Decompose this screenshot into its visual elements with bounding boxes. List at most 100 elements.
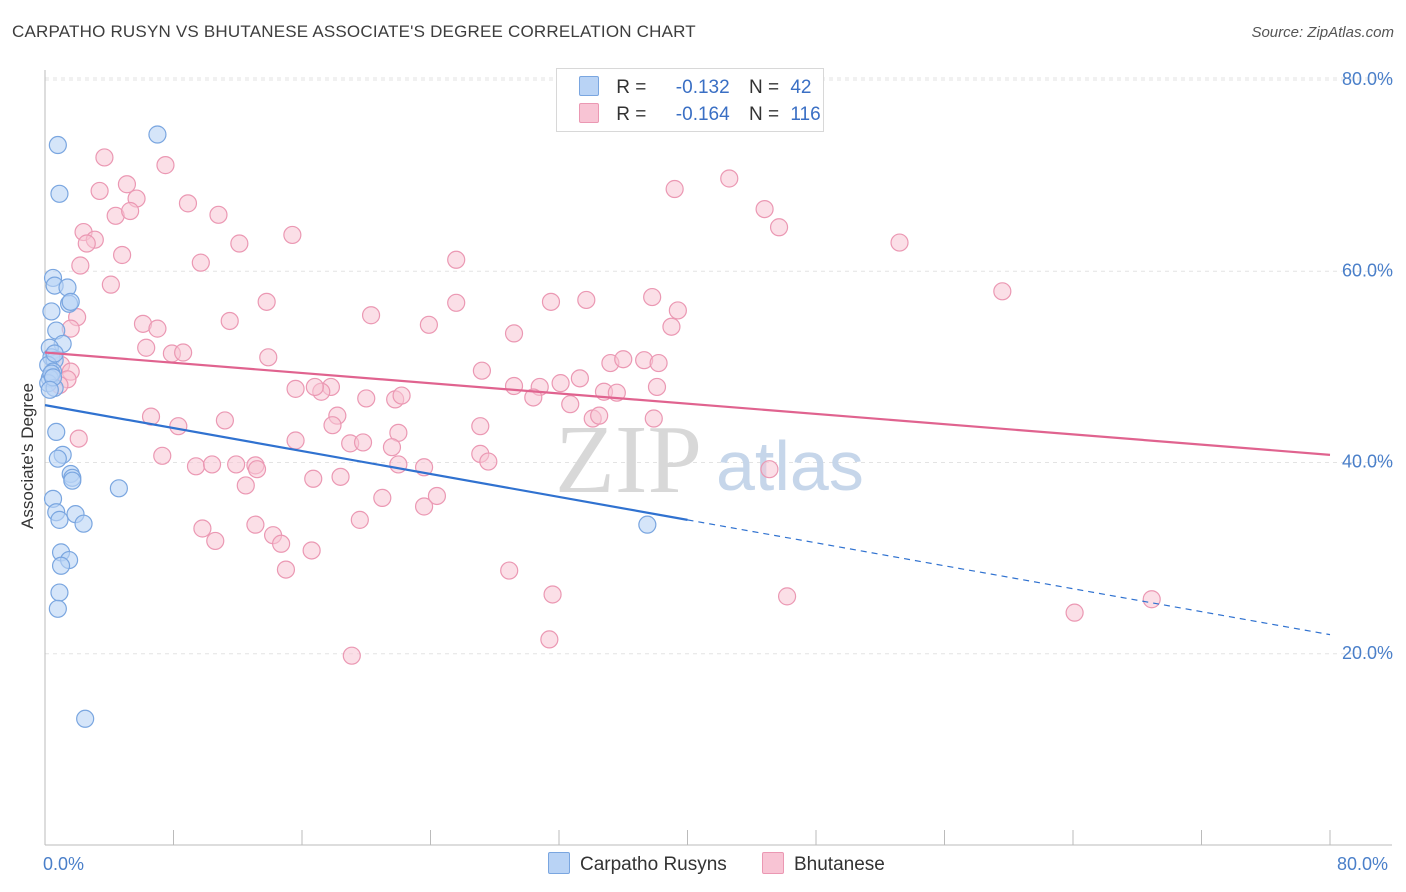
bhutanese-point	[112, 245, 132, 265]
bhutanese-point	[570, 369, 589, 388]
carpatho-trend-extension	[687, 519, 1331, 636]
bhutanese-point	[993, 282, 1012, 301]
bhutanese-point	[392, 386, 411, 405]
bhutanese-point	[500, 561, 519, 580]
axes	[44, 70, 1392, 846]
legend-row-carpatho: R = -0.132 N = 42	[579, 76, 811, 102]
bhutanese-point	[178, 194, 198, 213]
bhutanese-point	[890, 233, 909, 252]
bhutanese-point	[590, 406, 609, 425]
bhutanese-points	[50, 148, 1161, 665]
bhutanese-point	[541, 292, 561, 311]
legend-n-label: N =	[748, 77, 780, 98]
bhutanese-point	[357, 389, 376, 408]
legend-r-value: -0.132	[675, 77, 730, 98]
bhutanese-point	[220, 311, 239, 331]
y-tick-label: 60.0%	[1342, 260, 1393, 280]
bhutanese-point	[259, 348, 278, 367]
carpatho-rusyns-point	[42, 302, 61, 321]
bhutanese-point	[331, 467, 350, 486]
bhutanese-point	[647, 377, 667, 397]
carpatho-rusyns-point	[109, 479, 128, 498]
carpatho-rusyns-point	[148, 125, 167, 144]
bhutanese-point	[662, 317, 681, 336]
legend-r-value: -0.164	[675, 104, 730, 125]
legend-r-label: R =	[616, 104, 647, 125]
bhutanese-point	[649, 353, 668, 373]
y-tick-label: 20.0%	[1342, 643, 1393, 663]
carpatho-rusyns-point	[50, 184, 69, 203]
bhutanese-point	[668, 301, 687, 320]
bhutanese-point	[614, 350, 633, 369]
pink-swatch-icon	[762, 852, 784, 874]
chart-title: CARPATHO RUSYN VS BHUTANESE ASSOCIATE'S …	[12, 22, 696, 41]
bhutanese-point	[304, 469, 323, 488]
carpatho-rusyns-point	[638, 515, 657, 534]
bhutanese-point	[373, 488, 392, 507]
bhutanese-point	[382, 438, 402, 457]
bhutanese-point	[191, 253, 210, 272]
carpatho-rusyns-point	[48, 449, 67, 468]
carpatho-rusyns-point	[74, 514, 93, 533]
bhutanese-point	[551, 374, 570, 393]
grid-lines	[45, 77, 1392, 655]
bhutanese-point	[236, 476, 255, 495]
bhutanese-point	[504, 324, 524, 343]
bhutanese-point	[353, 433, 373, 452]
bhutanese-point	[202, 455, 222, 474]
bhutanese-point	[247, 460, 267, 479]
bhutanese-point	[644, 409, 663, 428]
y-axis-title: Associate's Degree	[18, 383, 37, 529]
bhutanese-point	[153, 446, 172, 465]
bhutanese-point	[156, 156, 175, 175]
bhutanese-point	[414, 497, 434, 516]
bhutanese-point	[777, 587, 797, 606]
bhutanese-point	[350, 510, 369, 529]
x-tick-label-max: 80.0%	[1337, 854, 1388, 874]
legend-box: R = -0.132 N = 42 R = -0.164 N = 116	[556, 68, 824, 132]
carpatho-rusyns-point	[50, 583, 69, 602]
bhutanese-point	[305, 377, 324, 397]
bhutanese-point	[90, 181, 109, 201]
bhutanese-point	[272, 534, 291, 553]
bhutanese-point	[206, 531, 225, 551]
bhutanese-point	[760, 460, 779, 479]
source-credit: Source: ZipAtlas.com	[1251, 24, 1394, 41]
bhutanese-point	[69, 429, 88, 448]
carpatho-rusyns-point	[63, 471, 82, 490]
bhutanese-point	[230, 234, 249, 253]
bhutanese-point	[665, 179, 684, 199]
bhutanese-trend-line	[44, 351, 1331, 456]
bottom-legend-carpatho: Carpatho Rusyns	[548, 852, 727, 876]
bhutanese-point	[209, 205, 228, 224]
bhutanese-point	[524, 388, 543, 407]
bhutanese-point	[643, 287, 662, 307]
bhutanese-point	[286, 431, 305, 450]
bhutanese-point	[323, 416, 342, 435]
bhutanese-point	[276, 560, 296, 579]
bhutanese-point	[174, 343, 193, 362]
bhutanese-point	[121, 201, 140, 221]
bhutanese-point	[361, 306, 381, 325]
pink-swatch-icon	[579, 103, 599, 123]
watermark-atlas: atlas	[716, 427, 864, 505]
carpatho-rusyns-point	[61, 292, 80, 311]
bhutanese-point	[755, 199, 774, 219]
bhutanese-point	[227, 455, 246, 474]
y-tick-label: 80.0%	[1342, 69, 1393, 89]
y-tick-label: 40.0%	[1342, 452, 1393, 472]
carpatho-rusyns-point	[40, 380, 59, 399]
bhutanese-point	[472, 361, 491, 380]
watermark: ZIP atlas	[555, 406, 864, 514]
bhutanese-point	[447, 250, 466, 269]
watermark-zip: ZIP	[555, 406, 702, 514]
bhutanese-point	[186, 457, 206, 476]
bhutanese-point	[193, 519, 212, 538]
carpatho-rusyns-point	[76, 709, 95, 728]
y-tick-labels: 20.0% 40.0% 60.0% 80.0%	[1342, 69, 1393, 663]
bhutanese-point	[302, 541, 321, 560]
bhutanese-point	[769, 218, 789, 237]
bottom-legend-bhutanese: Bhutanese	[762, 852, 885, 876]
bhutanese-point	[561, 395, 580, 414]
